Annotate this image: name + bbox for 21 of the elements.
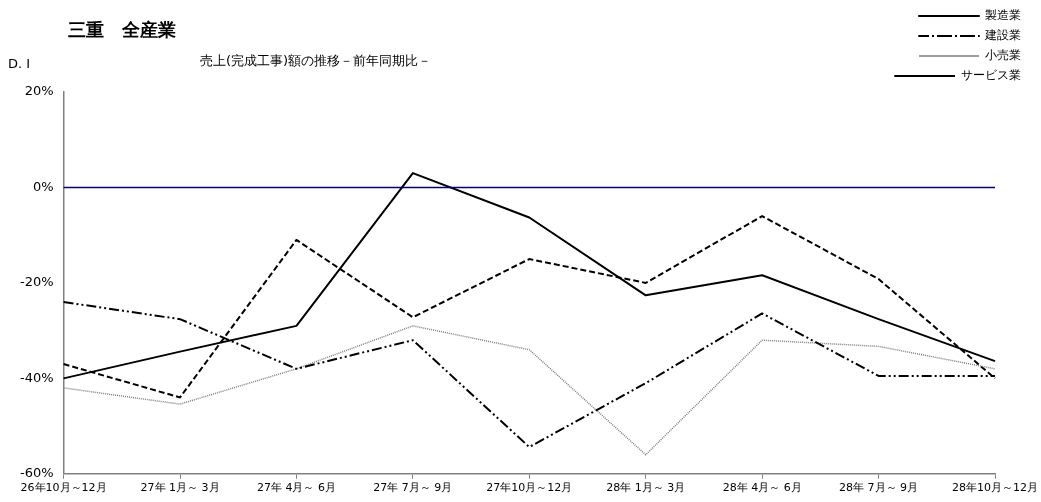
y-tick-label: 20% [24,83,54,99]
y-tick-label: -60% [19,465,54,481]
legend-label: サービス業 [961,68,1021,83]
x-tick-label: 28年 4月～ 6月 [722,481,802,495]
legend-label: 小売業 [985,48,1021,63]
x-tick-label: 28年10月～12月 [952,481,1038,495]
x-tick-label: 28年 7月～ 9月 [839,481,919,495]
x-tick-label: 27年 1月～ 3月 [140,481,220,495]
y-tick-label: 0% [32,178,54,194]
x-tick-label: 27年 7月～ 9月 [373,481,453,495]
x-tick-label: 28年 1月～ 3月 [606,481,686,495]
x-tick-label: 27年10月～12月 [486,481,573,495]
legend-label: 建設業 [984,28,1021,43]
chart-subtitle: 売上(完成工事)額の推移－前年同期比－ [200,52,432,70]
chart-title: 三重 全産業 [68,18,176,42]
x-tick-label: 26年10月～12月 [20,481,107,495]
y-tick-label: -20% [19,274,54,290]
y-tick-label: -40% [19,369,54,385]
legend-label: 製造業 [985,8,1021,23]
y-axis-title: D. I [8,56,31,71]
x-tick-label: 27年 4月～ 6月 [256,481,336,495]
